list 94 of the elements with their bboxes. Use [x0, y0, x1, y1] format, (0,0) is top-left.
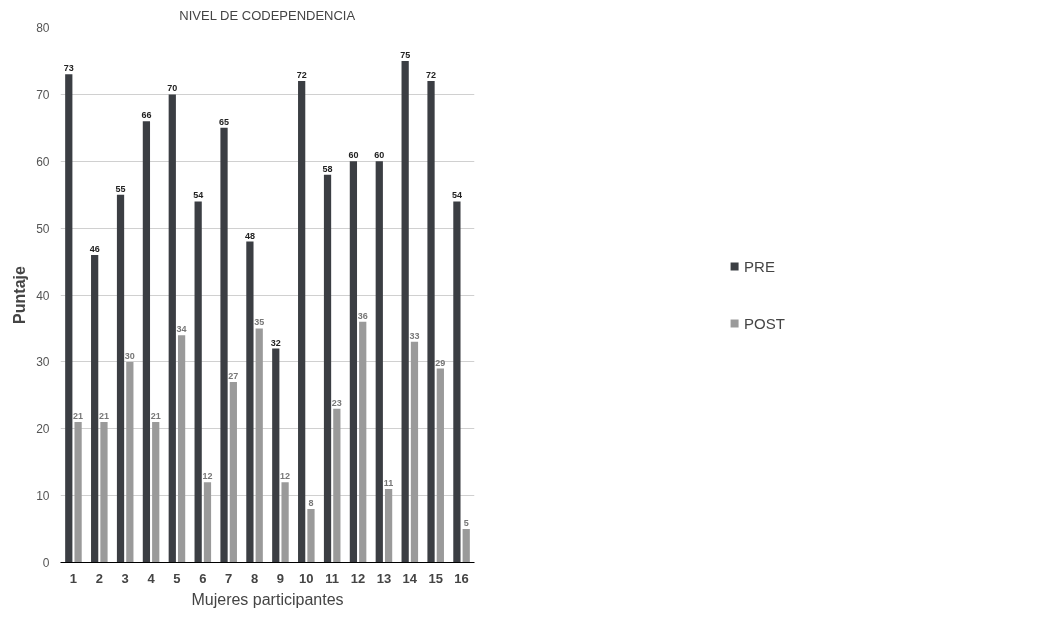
data-label: 72 [296, 70, 307, 80]
bar [91, 254, 99, 563]
bar [74, 422, 82, 563]
data-label: 12 [202, 471, 213, 482]
data-label: 21 [150, 411, 161, 422]
bar [168, 94, 176, 563]
data-label: 48 [244, 230, 255, 241]
x-tick-label: 13 [376, 570, 392, 586]
bar [194, 201, 202, 563]
x-axis-title: Mujeres participantes [191, 590, 344, 608]
x-tick-label: 4 [147, 570, 156, 586]
x-tick-label: 16 [454, 570, 469, 586]
x-tick-label: 9 [276, 570, 285, 586]
x-tick-label: 15 [428, 570, 443, 586]
data-label: 55 [115, 183, 126, 194]
data-label: 21 [73, 411, 84, 422]
bar [229, 381, 237, 563]
bar [177, 335, 186, 563]
x-tick-label: 2 [95, 570, 103, 586]
bar [410, 341, 419, 563]
data-label: 23 [331, 397, 342, 408]
x-tick-label: 8 [250, 570, 259, 586]
y-tick-label: 80 [36, 21, 50, 35]
data-label: 5 [463, 518, 469, 529]
data-label: 70 [167, 83, 178, 94]
bar [375, 161, 383, 563]
y-tick-label: 60 [36, 154, 50, 169]
data-label: 75 [400, 49, 411, 60]
bar [255, 328, 263, 563]
data-label: 27 [228, 370, 239, 381]
bar [281, 482, 289, 563]
bar [307, 509, 315, 563]
legend-label: POST [744, 314, 785, 332]
bar [401, 60, 409, 563]
bar [453, 201, 461, 563]
data-label: 60 [374, 150, 385, 161]
data-label: 54 [193, 190, 204, 201]
bar [116, 194, 125, 563]
data-label: 34 [176, 324, 187, 335]
bar [246, 241, 254, 563]
bar [272, 348, 280, 563]
data-label: 21 [98, 411, 109, 422]
bar [65, 74, 73, 563]
chart-title: NIVEL DE CODEPENDENCIA [179, 7, 356, 23]
bar [349, 161, 358, 563]
data-label: 36 [357, 310, 368, 321]
y-tick-label: 20 [36, 422, 50, 437]
bar [427, 81, 435, 563]
bar [203, 482, 212, 563]
data-label: 65 [219, 116, 230, 127]
bar [359, 321, 367, 563]
data-label: 35 [254, 317, 265, 328]
data-label: 29 [435, 357, 446, 368]
x-tick-label: 14 [402, 570, 418, 586]
data-label: 32 [270, 337, 281, 348]
data-label: 54 [451, 190, 462, 201]
legend-label: PRE [744, 257, 775, 275]
bar [462, 529, 470, 563]
y-tick-label: 70 [36, 87, 50, 102]
data-label: 11 [383, 477, 394, 488]
y-axis-title: Puntaje [11, 266, 29, 324]
data-label: 66 [141, 110, 152, 121]
bar [100, 422, 108, 563]
y-tick-label: 40 [36, 288, 50, 303]
y-tick-label: 50 [36, 221, 50, 236]
x-tick-label: 7 [225, 570, 233, 586]
x-tick-label: 11 [325, 570, 340, 586]
bar [220, 127, 228, 563]
bar [384, 488, 393, 563]
data-label: 58 [322, 163, 333, 174]
bar [142, 121, 151, 563]
bar [333, 408, 341, 563]
data-label: 46 [89, 243, 100, 254]
bar [436, 368, 444, 563]
data-label: 60 [348, 150, 359, 161]
data-label: 8 [308, 498, 314, 508]
y-tick-label: 10 [36, 489, 50, 504]
x-tick-label: 1 [69, 570, 78, 586]
y-tick-label: 0 [42, 556, 50, 570]
data-label: 33 [409, 330, 420, 341]
data-label: 12 [280, 471, 291, 482]
x-tick-label: 6 [199, 570, 207, 586]
bar [323, 174, 332, 563]
data-label: 72 [426, 70, 437, 80]
bar [126, 361, 134, 563]
bar [298, 81, 306, 563]
data-label: 73 [63, 63, 74, 74]
bar [152, 422, 160, 563]
data-label: 30 [124, 350, 135, 361]
x-tick-label: 10 [299, 570, 314, 586]
y-tick-label: 30 [36, 355, 50, 370]
x-tick-label: 3 [121, 570, 129, 586]
x-tick-label: 5 [173, 570, 181, 586]
x-tick-label: 12 [350, 570, 366, 586]
